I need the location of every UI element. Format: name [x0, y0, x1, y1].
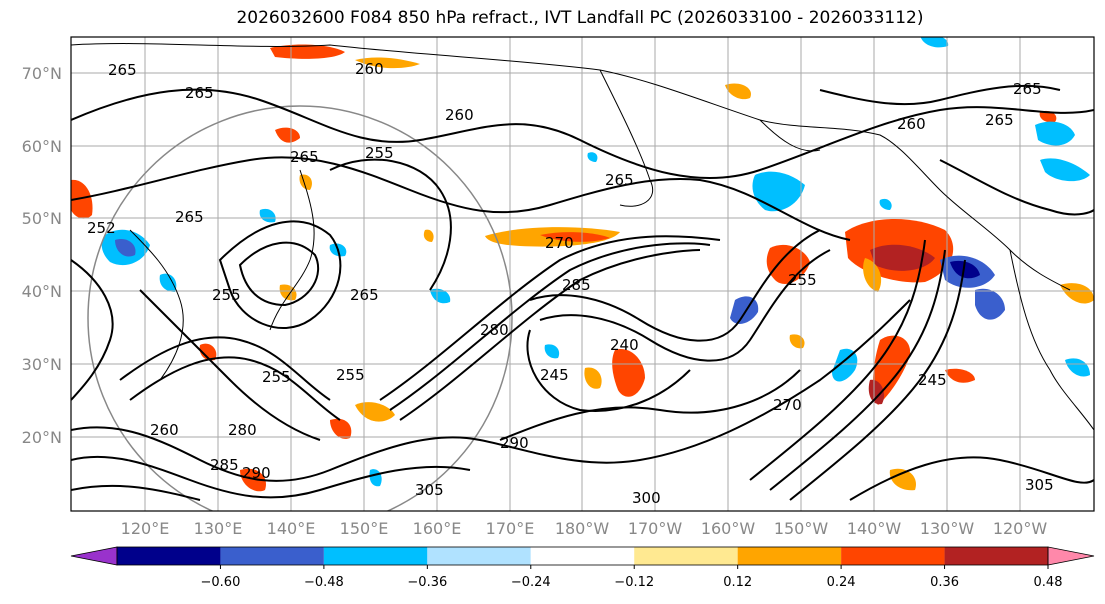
lon-label: 160°E: [413, 519, 462, 538]
colorbar-tick-label: 0.48: [1034, 575, 1063, 590]
contour-label: 285: [210, 456, 239, 474]
contour-label: 290: [242, 464, 271, 482]
lat-label-40n: 40°N: [22, 282, 62, 301]
lat-label-70n: 70°N: [22, 64, 62, 83]
colorbar-tick-label: 0.24: [827, 575, 856, 590]
contour-label: 245: [918, 371, 947, 389]
contour-label: 245: [540, 366, 569, 384]
lon-label: 170°W: [628, 519, 683, 538]
contour-label: 260: [150, 421, 179, 439]
colorbar-extend-low: [70, 546, 118, 566]
colorbar: −0.60 −0.48 −0.36 −0.24 −0.12 0.12 0.24 0.36 0.4…: [70, 546, 1095, 590]
contour-label: 265: [290, 148, 319, 166]
latitude-labels: 70°N 60°N 50°N 40°N 30°N 20°N: [22, 64, 62, 447]
lat-label-50n: 50°N: [22, 209, 62, 228]
colorbar-tick-label: −0.36: [407, 575, 447, 590]
colorbar-tick-label: −0.48: [304, 575, 344, 590]
contour-label: 285: [562, 276, 591, 294]
lon-label: 170°E: [486, 519, 535, 538]
contour-label: 305: [1025, 476, 1054, 494]
contour-label: 265: [1013, 80, 1042, 98]
graticule: [71, 37, 1094, 511]
contour-label: 255: [212, 286, 241, 304]
contour-label: 265: [108, 61, 137, 79]
colorbar-border: [116, 546, 1049, 566]
map-title: 2026032600 F084 850 hPa refract., IVT La…: [236, 8, 924, 28]
contour-label: 255: [365, 144, 394, 162]
colorbar-segment: [220, 547, 324, 565]
contour-label: 255: [788, 271, 817, 289]
negative-anomaly-shading: [101, 37, 1090, 487]
refractivity-contours: [71, 84, 1094, 501]
contour-label: 280: [228, 421, 257, 439]
lon-label: 140°E: [267, 519, 316, 538]
contour-label: 260: [445, 106, 474, 124]
colorbar-segment: [530, 547, 635, 565]
colorbar-extend-high: [1047, 546, 1095, 566]
contour-label: 265: [350, 286, 379, 304]
contour-label: 290: [500, 434, 529, 452]
lat-label-30n: 30°N: [22, 355, 62, 374]
colorbar-segment: [427, 547, 531, 565]
contour-label: 270: [545, 234, 574, 252]
map-frame: [70, 36, 1095, 512]
contour-label: 270: [773, 396, 802, 414]
contour-label: 255: [262, 368, 291, 386]
colorbar-segment: [841, 547, 945, 565]
contour-label: 240: [610, 336, 639, 354]
lon-label: 160°W: [701, 519, 756, 538]
colorbar-tick-label: 0.36: [930, 575, 959, 590]
lon-label: 130°E: [194, 519, 243, 538]
contour-label: 305: [415, 481, 444, 499]
contour-labels: 265 265 260 260 265 260 265 255 265 252 …: [87, 60, 1054, 507]
positive-anomaly-shading: [71, 44, 1094, 492]
contour-label: 260: [897, 115, 926, 133]
colorbar-segment: [117, 547, 221, 565]
lat-label-60n: 60°N: [22, 137, 62, 156]
colorbar-segment: [634, 547, 738, 565]
lon-label: 150°W: [774, 519, 829, 538]
longitude-labels: 120°E 130°E 140°E 150°E 160°E 170°E 180°…: [121, 519, 1048, 538]
lon-label: 130°W: [920, 519, 975, 538]
lat-label-20n: 20°N: [22, 428, 62, 447]
contour-label: 255: [336, 366, 365, 384]
lon-label: 150°E: [340, 519, 389, 538]
contour-label: 260: [355, 60, 384, 78]
colorbar-tick-label: 0.12: [723, 575, 752, 590]
contour-label: 252: [87, 219, 116, 237]
lon-label: 120°W: [993, 519, 1048, 538]
contour-label: 300: [632, 489, 661, 507]
lon-label: 140°W: [847, 519, 902, 538]
colorbar-segment: [944, 547, 1048, 565]
contour-label: 265: [605, 171, 634, 189]
lon-label: 180°W: [555, 519, 610, 538]
range-circle: [87, 105, 513, 511]
colorbar-tick-label: −0.24: [511, 575, 551, 590]
lon-label: 120°E: [121, 519, 170, 538]
colorbar-tick-label: −0.12: [614, 575, 654, 590]
colorbar-tick-label: −0.60: [201, 575, 241, 590]
contour-label: 265: [185, 84, 214, 102]
colorbar-segment: [737, 547, 842, 565]
colorbar-segment: [323, 547, 428, 565]
coastlines: [71, 43, 1094, 431]
contour-label: 280: [480, 321, 509, 339]
contour-label: 265: [175, 208, 204, 226]
contour-label: 265: [985, 111, 1014, 129]
